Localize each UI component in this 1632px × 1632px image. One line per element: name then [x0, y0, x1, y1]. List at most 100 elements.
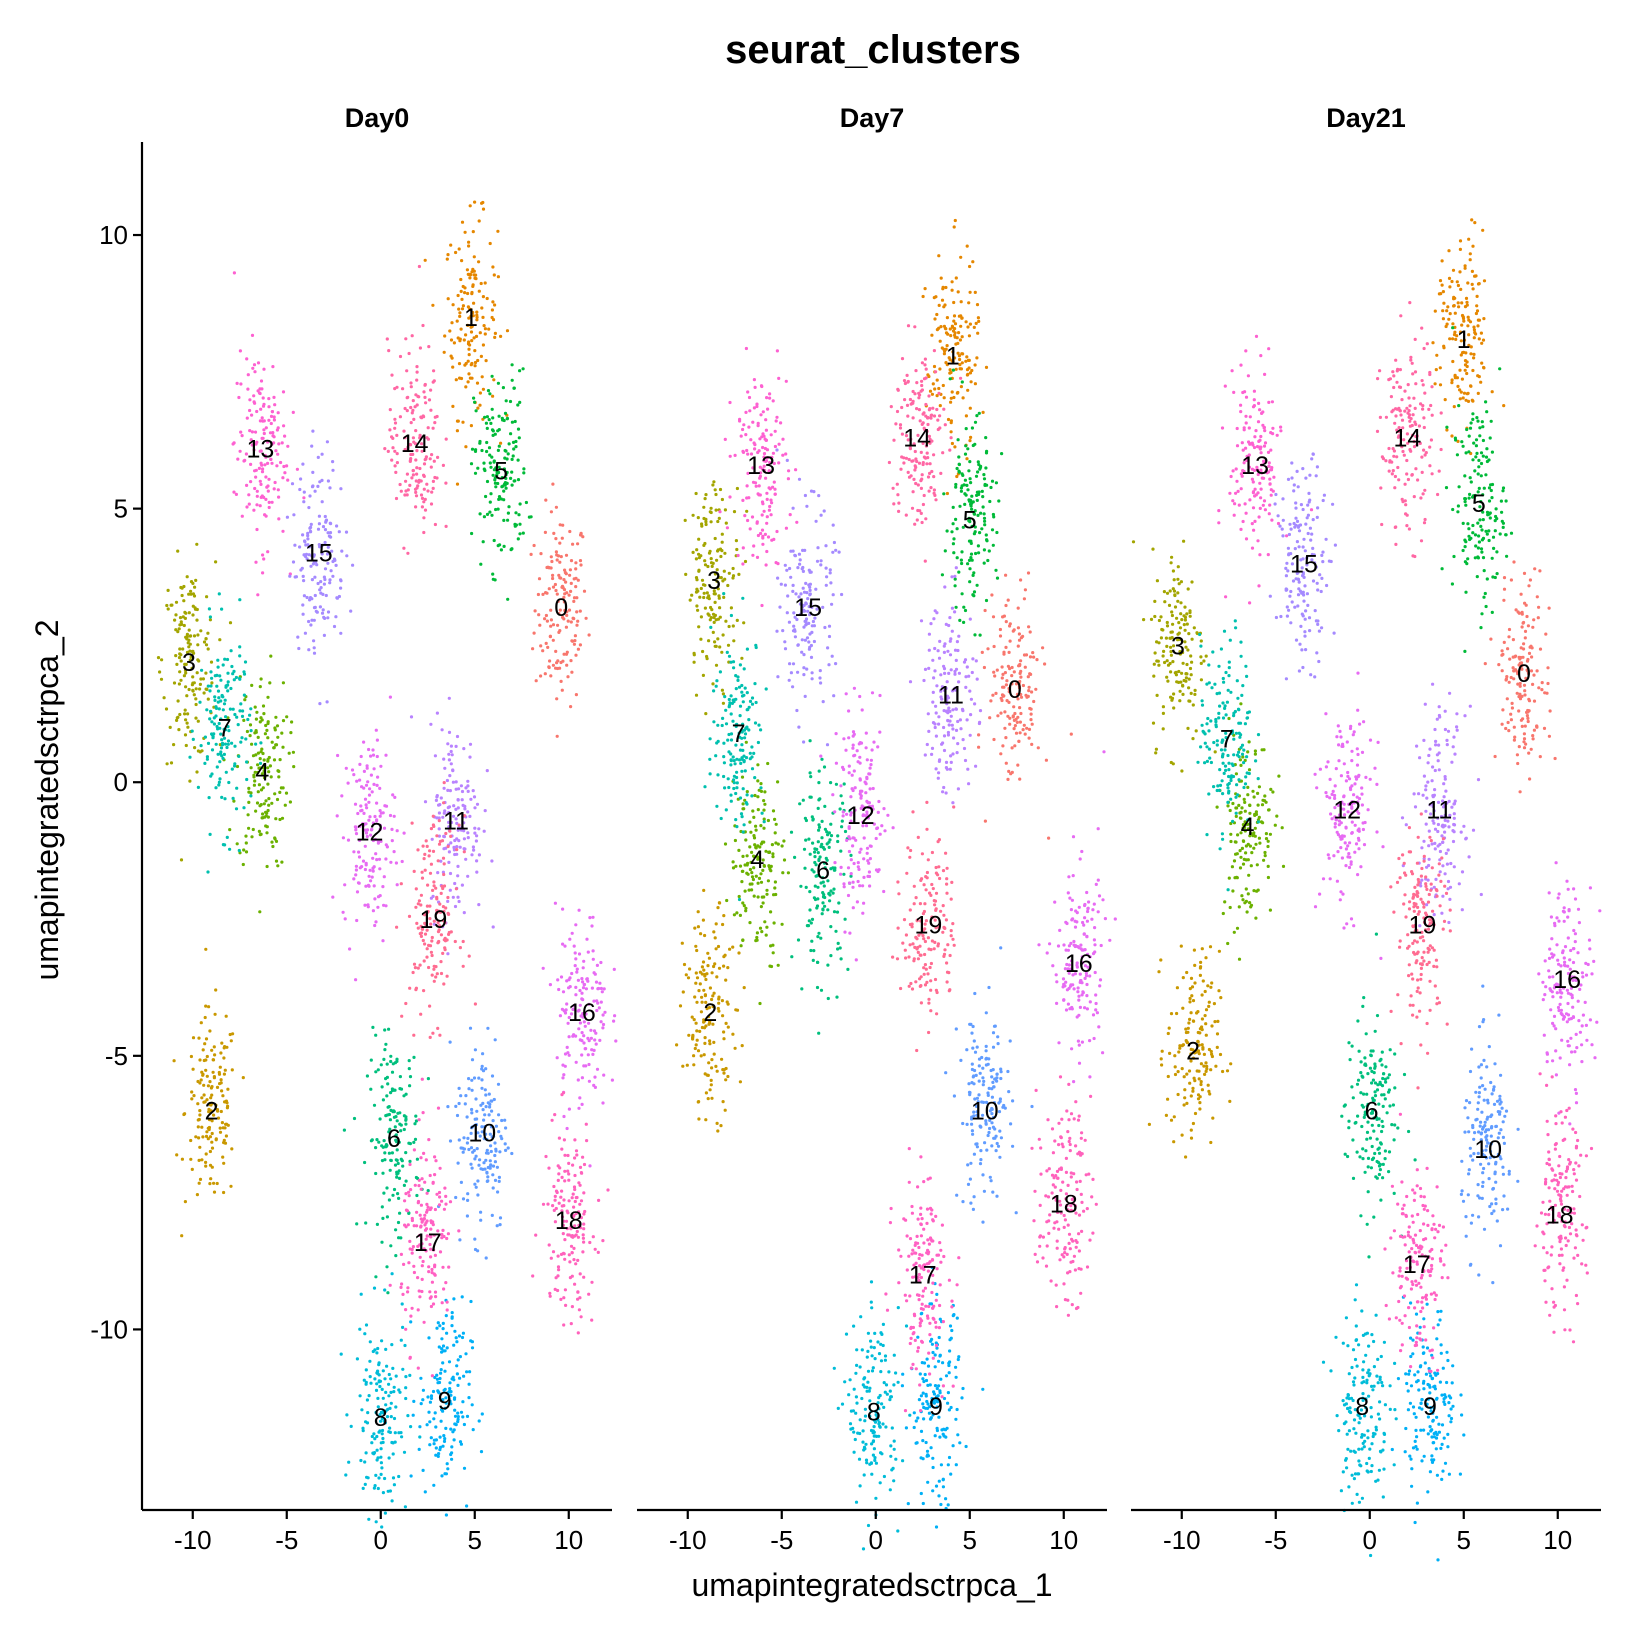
point-cluster-0: [551, 576, 555, 581]
point-cluster-19: [454, 887, 458, 891]
point-cluster-2: [731, 1032, 735, 1036]
point-cluster-14: [429, 388, 433, 392]
point-cluster-0: [1021, 683, 1025, 688]
point-cluster-1: [445, 257, 449, 261]
point-cluster-6: [804, 838, 808, 842]
point-cluster-7: [213, 698, 217, 703]
point-cluster-2: [722, 1030, 726, 1034]
point-cluster-10: [489, 1099, 493, 1103]
point-cluster-6: [394, 1133, 398, 1137]
point-cluster-1: [953, 218, 957, 223]
point-cluster-19: [442, 862, 446, 866]
point-cluster-7: [740, 815, 744, 819]
point-cluster-0: [1019, 636, 1024, 640]
point-cluster-2: [191, 1036, 196, 1040]
point-cluster-12: [368, 815, 372, 819]
point-cluster-0: [576, 542, 580, 546]
point-cluster-1: [953, 333, 957, 337]
point-cluster-1: [458, 311, 462, 315]
point-cluster-0: [977, 733, 981, 737]
point-cluster-17: [415, 1210, 419, 1214]
point-cluster-19: [427, 854, 431, 858]
point-cluster-1: [490, 308, 494, 312]
point-cluster-9: [931, 1456, 935, 1460]
point-cluster-12: [361, 823, 365, 828]
point-cluster-11: [483, 809, 487, 813]
point-cluster-1: [461, 304, 465, 308]
point-cluster-1: [956, 341, 960, 345]
point-cluster-8: [368, 1375, 372, 1379]
point-cluster-2: [196, 1102, 200, 1106]
point-cluster-0: [1018, 679, 1022, 684]
point-cluster-1: [464, 445, 468, 449]
point-cluster-0: [574, 585, 578, 589]
point-cluster-15: [308, 494, 312, 498]
point-cluster-13: [245, 505, 249, 509]
point-cluster-16: [578, 1021, 583, 1025]
point-cluster-15: [318, 702, 322, 706]
point-cluster-1: [455, 319, 459, 323]
point-cluster-12: [371, 869, 375, 873]
point-cluster-6: [800, 987, 804, 991]
point-cluster-18: [556, 1288, 560, 1293]
point-cluster-6: [842, 782, 846, 786]
point-cluster-0: [554, 537, 558, 541]
point-cluster-14: [418, 435, 422, 439]
point-cluster-9: [444, 1401, 448, 1405]
point-cluster-8: [364, 1323, 369, 1327]
point-cluster-14: [405, 472, 409, 476]
point-cluster-4: [756, 795, 760, 799]
point-cluster-8: [866, 1349, 870, 1353]
point-cluster-14: [408, 483, 412, 487]
point-cluster-5: [975, 498, 979, 502]
point-cluster-2: [681, 990, 685, 994]
point-cluster-1: [948, 327, 952, 331]
point-cluster-17: [432, 1248, 436, 1252]
point-cluster-4: [271, 844, 275, 849]
point-cluster-6: [813, 850, 817, 854]
point-cluster-17: [440, 1232, 444, 1237]
point-cluster-19: [429, 827, 433, 831]
point-cluster-3: [709, 520, 713, 524]
point-cluster-5: [504, 486, 508, 490]
point-cluster-6: [388, 1136, 392, 1140]
point-cluster-5: [516, 458, 520, 462]
point-cluster-5: [955, 556, 959, 560]
point-cluster-14: [444, 481, 448, 485]
point-cluster-12: [358, 866, 362, 870]
point-cluster-4: [244, 834, 248, 838]
point-cluster-14: [415, 466, 419, 470]
point-cluster-10: [990, 1144, 994, 1148]
point-cluster-1: [446, 253, 450, 257]
point-cluster-15: [337, 530, 341, 534]
point-cluster-7: [240, 714, 245, 719]
point-cluster-4: [769, 944, 773, 948]
point-cluster-10: [994, 1134, 998, 1138]
point-cluster-5: [951, 542, 956, 546]
point-cluster-14: [433, 522, 437, 527]
point-cluster-10: [471, 1150, 475, 1154]
point-cluster-2: [724, 1021, 728, 1025]
point-cluster-9: [441, 1398, 445, 1402]
point-cluster-8: [399, 1431, 403, 1435]
point-cluster-15: [339, 579, 343, 583]
point-cluster-17: [438, 1195, 442, 1199]
point-cluster-1: [959, 300, 963, 304]
point-cluster-1: [941, 383, 945, 388]
point-cluster-0: [563, 592, 567, 596]
point-cluster-9: [452, 1378, 456, 1382]
point-cluster-11: [457, 787, 461, 791]
point-cluster-17: [433, 1173, 437, 1177]
point-cluster-17: [405, 1209, 410, 1213]
point-cluster-1: [471, 283, 475, 287]
point-cluster-9: [920, 1361, 924, 1365]
point-cluster-0: [1004, 736, 1008, 740]
point-cluster-9: [434, 1453, 438, 1457]
point-cluster-10: [486, 1175, 490, 1179]
point-cluster-0: [1003, 710, 1007, 714]
point-cluster-13: [248, 398, 252, 402]
point-cluster-18: [574, 1262, 578, 1266]
point-cluster-14: [418, 466, 422, 471]
point-cluster-16: [561, 1063, 565, 1067]
point-cluster-6: [404, 1115, 408, 1119]
